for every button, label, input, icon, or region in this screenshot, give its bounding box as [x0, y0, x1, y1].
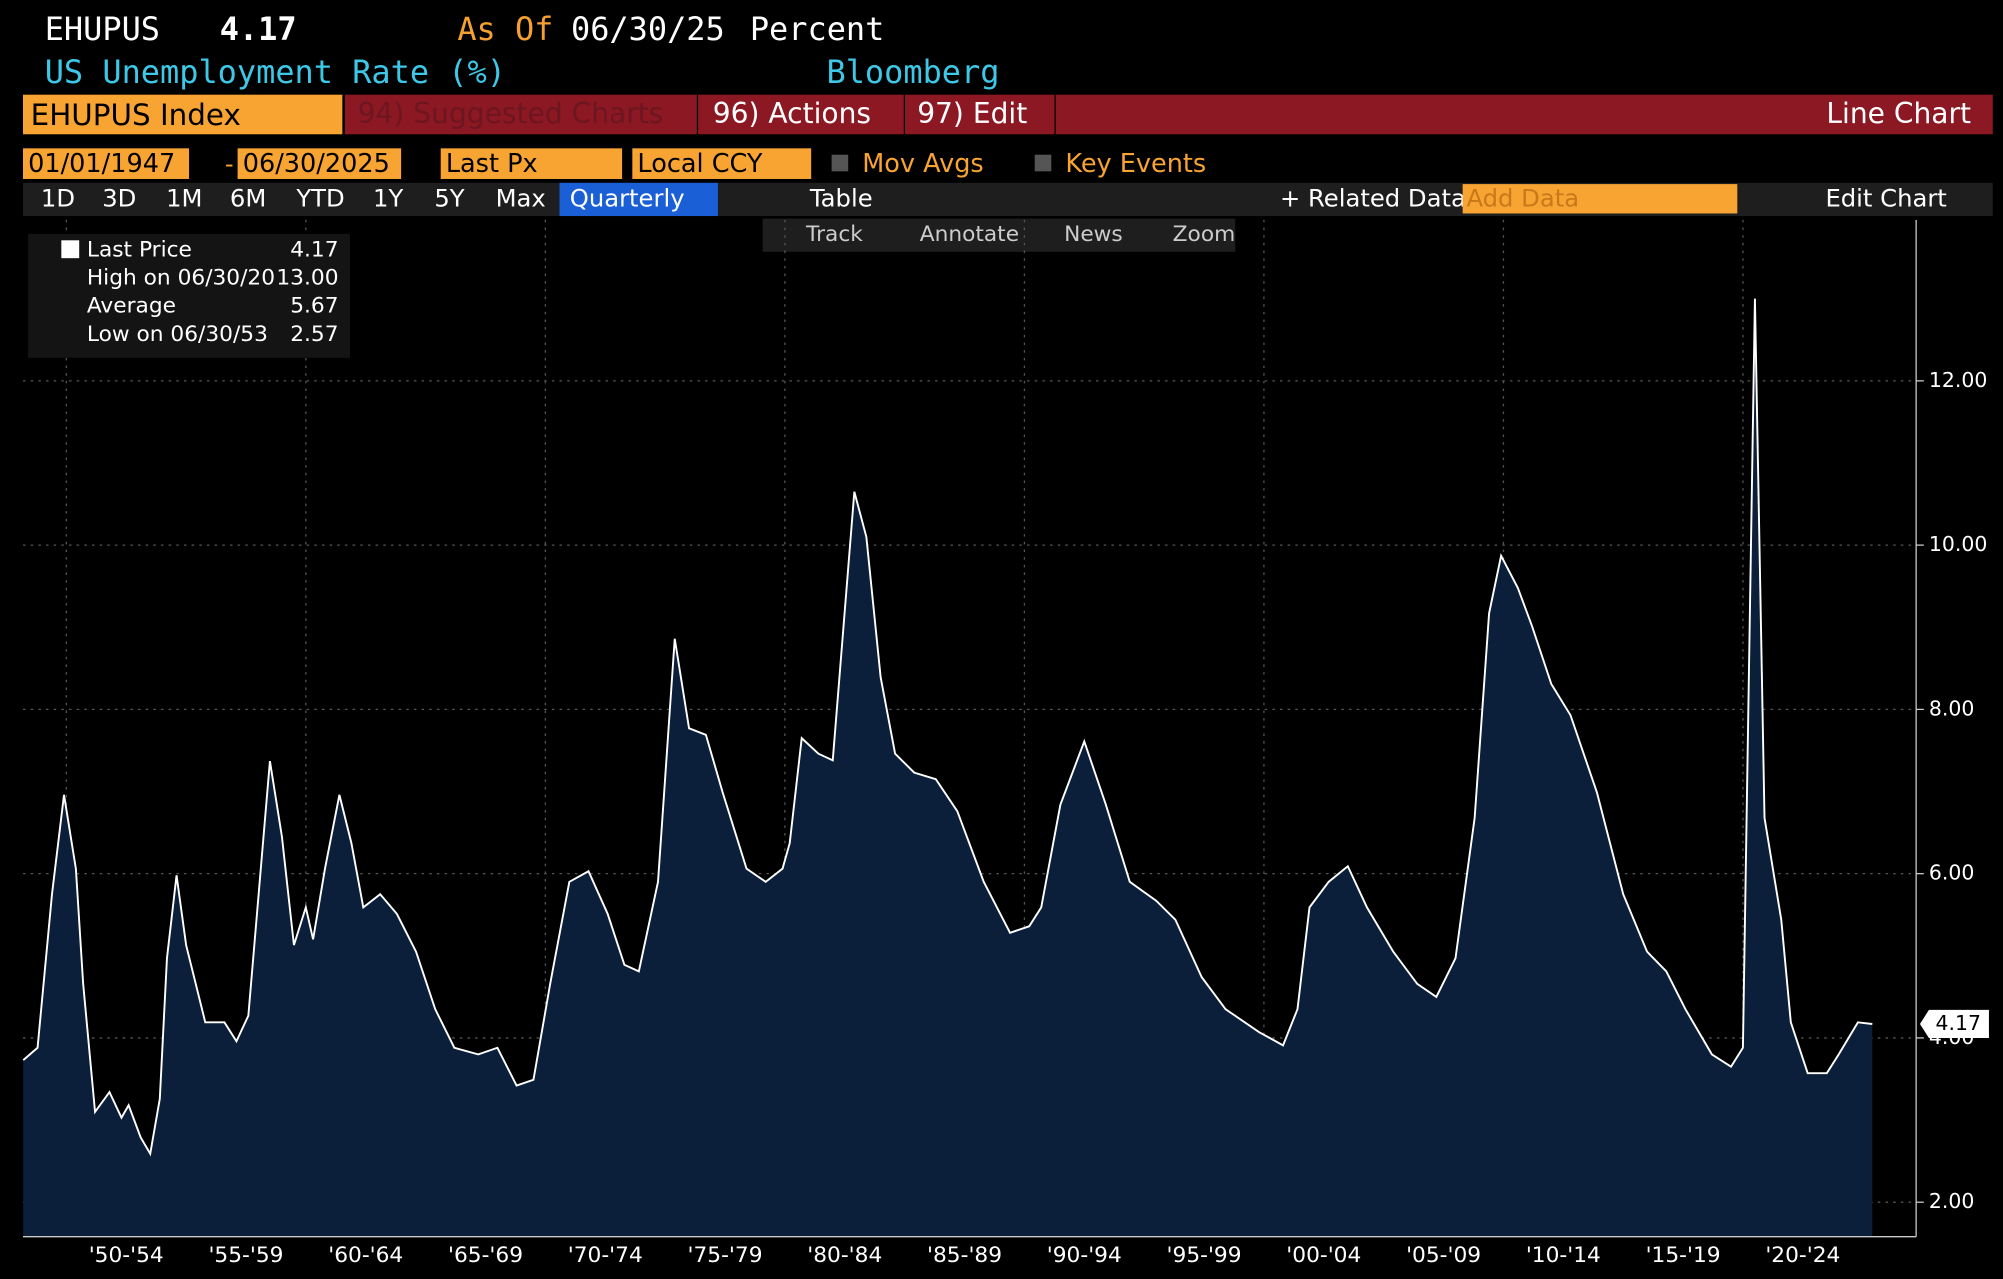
period[interactable]: Quarterly [570, 183, 685, 212]
range-button[interactable]: 1Y [373, 183, 403, 212]
legend-value: 4.17 [290, 238, 338, 263]
range-button[interactable]: 3D [102, 183, 136, 212]
suggested-charts[interactable]: 94) Suggested Charts [358, 97, 664, 130]
tool-button[interactable]: Zoom [1173, 222, 1236, 247]
end-box[interactable] [237, 148, 402, 179]
last-value: 4.17 [220, 10, 297, 48]
range-button[interactable]: 1D [41, 183, 75, 212]
period-button[interactable] [559, 182, 718, 217]
units: Percent [750, 10, 885, 48]
tool-bar [762, 218, 1236, 252]
mov-avgs[interactable]: Mov Avgs [862, 149, 983, 179]
as-of-label: As Of [457, 10, 553, 48]
x-tick-label: '90-'94 [1047, 1243, 1122, 1268]
add-data-box[interactable] [1462, 184, 1738, 214]
y-tick-label: 12.00 [1929, 368, 1987, 392]
area [23, 298, 1873, 1237]
legend-value: 13.00 [276, 266, 338, 291]
last-value-tag [1919, 1009, 1989, 1039]
add-data[interactable]: Add Data [1466, 183, 1579, 212]
currency[interactable]: Local CCY [637, 149, 762, 179]
field[interactable]: Last Px [446, 149, 538, 179]
legend-label: Low on 06/30/53 [87, 322, 268, 347]
legend-value: 5.67 [290, 294, 338, 319]
legend: Last Price 4.17 High on 06/30/20 13.00 Avera… [87, 238, 339, 347]
legend-box [28, 233, 351, 358]
legend-swatch [61, 240, 80, 259]
security-box[interactable] [22, 94, 343, 135]
x-tick-label: '85-'89 [927, 1243, 1002, 1268]
x-tick-label: '65-'69 [448, 1243, 523, 1268]
security-name: US Unemployment Rate (%) [45, 53, 506, 91]
start-box[interactable] [22, 148, 190, 179]
legend-label: Average [87, 294, 176, 319]
legend-value: 2.57 [290, 322, 338, 347]
source: Bloomberg [826, 53, 999, 91]
y-tick-label: 2.00 [1929, 1189, 1974, 1213]
end-date[interactable]: 06/30/2025 [243, 149, 390, 179]
x-tick-label: '20-'24 [1765, 1243, 1840, 1268]
related-data[interactable]: + Related Data [1280, 183, 1466, 212]
checkbox[interactable] [831, 154, 849, 172]
legend-label: Last Price [87, 238, 192, 263]
x-tick-label: '80-'84 [807, 1243, 882, 1268]
x-tick-label: '75-'79 [688, 1243, 763, 1268]
y-tick-label: 10.00 [1929, 532, 1987, 556]
x-tick-label: '60-'64 [328, 1243, 403, 1268]
edit-chart[interactable]: Edit Chart [1825, 183, 1946, 212]
dash: - [225, 149, 234, 178]
currency-box[interactable] [632, 148, 812, 179]
range-buttons: 1D 3D 1M 6M YTD 1Y 5Y Max [41, 183, 546, 212]
x-tick-label: '50-'54 [89, 1243, 164, 1268]
x-tick-label: '70-'74 [568, 1243, 643, 1268]
last-value-label: 4.17 [1936, 1011, 1981, 1035]
x-tick-label: '15-'19 [1646, 1243, 1721, 1268]
chart-kind: Line Chart [1826, 97, 1971, 130]
range-button[interactable]: 5Y [434, 183, 464, 212]
x-tick-label: '95-'99 [1167, 1243, 1242, 1268]
edit[interactable]: 97) Edit [917, 97, 1027, 130]
actions[interactable]: 96) Actions [713, 97, 871, 130]
start-date[interactable]: 01/01/1947 [28, 149, 175, 179]
checkbox[interactable] [1034, 154, 1052, 172]
tool-button[interactable]: Annotate [920, 222, 1019, 247]
ticker: EHUPUS [45, 10, 160, 48]
range-button[interactable]: Max [496, 183, 546, 212]
as-of-date: 06/30/25 [571, 10, 725, 48]
x-tick-label: '05-'09 [1406, 1243, 1481, 1268]
x-tick-label: '55-'59 [208, 1243, 283, 1268]
tool-button[interactable]: News [1064, 222, 1123, 247]
line [22, 298, 1873, 1157]
range-button[interactable]: 1M [166, 183, 202, 212]
range-button[interactable]: 6M [230, 183, 266, 212]
security[interactable]: EHUPUS Index [31, 98, 241, 132]
chart-tools: Track Annotate News Zoom [762, 218, 1236, 252]
tool-button[interactable]: Track [805, 222, 863, 247]
menu-bar [344, 94, 1993, 135]
y-tick-label: 8.00 [1929, 696, 1974, 720]
plot: 2.004.006.008.0010.0012.00'50-'54'55-'59… [22, 219, 1989, 1268]
field-box[interactable] [440, 148, 623, 179]
x-tick-label: '10-'14 [1526, 1243, 1601, 1268]
range-button[interactable]: YTD [295, 183, 344, 212]
table-button[interactable]: Table [809, 183, 873, 212]
key-events[interactable]: Key Events [1065, 149, 1206, 179]
legend-label: High on 06/30/20 [87, 266, 275, 291]
y-tick-label: 6.00 [1929, 861, 1974, 885]
x-tick-label: '00-'04 [1286, 1243, 1361, 1268]
